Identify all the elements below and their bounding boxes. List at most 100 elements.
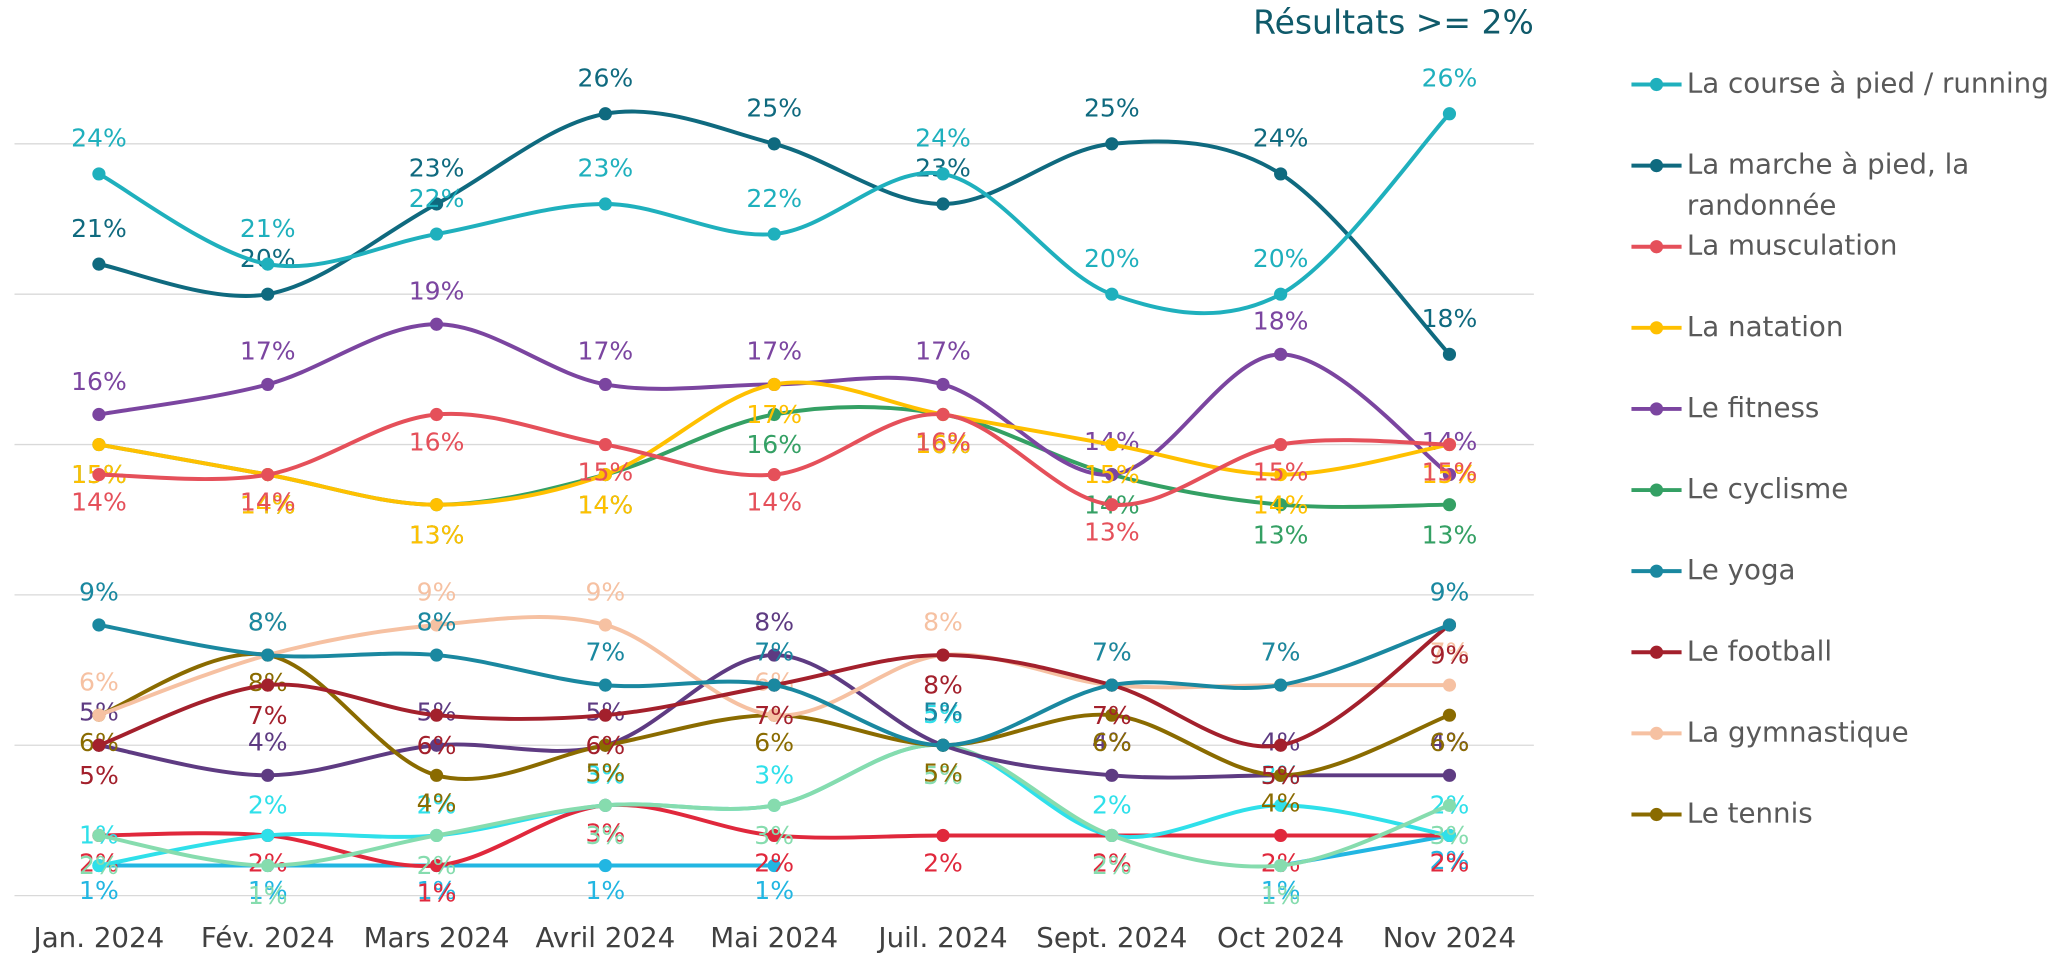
data-label: 2% <box>754 848 794 877</box>
data-label: 21% <box>71 214 127 243</box>
data-label: 17% <box>746 337 802 366</box>
data-label: 2% <box>417 790 457 819</box>
data-label: 2% <box>923 848 963 877</box>
data-point <box>429 618 444 632</box>
data-point <box>261 768 275 782</box>
data-label: 3% <box>1430 821 1470 850</box>
data-point <box>92 167 106 181</box>
data-point <box>261 678 275 692</box>
data-label: 1% <box>1261 876 1301 905</box>
data-label: 2% <box>1092 848 1132 877</box>
legend-dot <box>1649 726 1664 740</box>
data-point <box>1274 347 1288 361</box>
data-point <box>261 828 275 843</box>
data-point <box>1274 798 1288 812</box>
legend-label: La natation <box>1687 310 1844 343</box>
data-label: 1% <box>754 876 794 905</box>
data-label: 24% <box>1253 124 1309 153</box>
legend-label: La marche à pied, la randonnée <box>1687 148 1969 222</box>
data-label: 5% <box>923 758 963 787</box>
data-point <box>767 648 781 662</box>
x-tick-label: Mai 2024 <box>710 921 838 954</box>
legend-label: Le yoga <box>1687 553 1796 586</box>
data-point <box>92 828 106 843</box>
x-tick-label: Juil. 2024 <box>876 921 1007 954</box>
data-label: 8% <box>923 671 963 700</box>
data-label: 5% <box>1261 761 1301 790</box>
data-label: 4% <box>248 728 288 757</box>
data-point <box>429 197 444 211</box>
legend-dot <box>1649 77 1664 92</box>
data-point <box>429 317 444 331</box>
data-label: 1% <box>248 876 288 905</box>
data-label: 13% <box>1422 520 1478 549</box>
legend-label: Le tennis <box>1687 796 1813 829</box>
data-label: 14% <box>240 490 296 519</box>
data-point <box>429 227 444 241</box>
legend-label: La course à pied / running <box>1687 66 2049 99</box>
data-point <box>92 858 106 873</box>
data-label: 14% <box>240 490 296 519</box>
data-label: 13% <box>1253 520 1309 549</box>
data-label: 2% <box>1430 846 1470 875</box>
data-point <box>1274 167 1288 181</box>
data-label: 5% <box>923 698 963 727</box>
data-label: 23% <box>578 154 634 183</box>
data-point <box>1105 498 1119 512</box>
data-label: 13% <box>409 520 465 549</box>
data-label: 1% <box>585 876 625 905</box>
data-label: 6% <box>1092 728 1132 757</box>
data-label: 17% <box>578 337 634 366</box>
data-point <box>936 738 950 752</box>
data-label: 9% <box>79 577 119 606</box>
data-label: 16% <box>915 427 971 456</box>
data-label: 6% <box>754 728 794 757</box>
data-point <box>1105 437 1119 452</box>
data-point <box>1442 708 1457 722</box>
data-point <box>936 828 950 843</box>
data-label: 16% <box>409 427 465 456</box>
data-point <box>598 468 612 482</box>
data-point <box>1442 798 1457 812</box>
data-label: 16% <box>915 430 971 459</box>
data-point <box>92 708 106 722</box>
data-label: 15% <box>1422 458 1478 487</box>
data-point <box>767 407 781 422</box>
series-line <box>97 112 1451 316</box>
data-point <box>936 407 950 422</box>
data-label: 1% <box>417 876 457 905</box>
data-label: 14% <box>1253 490 1309 519</box>
legend: La course à pied / running La marche à pi… <box>1631 66 2049 829</box>
data-label: 9% <box>585 577 625 606</box>
data-label: 13% <box>1084 518 1140 547</box>
data-point <box>767 227 781 241</box>
data-point <box>767 798 781 812</box>
x-tick-label: Avril 2024 <box>535 921 675 954</box>
data-point <box>598 678 612 692</box>
data-point <box>261 468 275 482</box>
data-label: 15% <box>578 458 634 487</box>
data-label: 7% <box>1092 637 1132 666</box>
data-point <box>936 197 950 211</box>
data-label: 7% <box>248 701 288 730</box>
data-point <box>598 377 612 392</box>
legend-dot <box>1649 564 1664 578</box>
data-label: 1% <box>248 881 288 910</box>
data-point <box>261 858 275 873</box>
data-point <box>767 377 781 392</box>
data-label: 9% <box>1430 577 1470 606</box>
data-point <box>767 678 781 692</box>
data-label: 20% <box>1253 244 1309 273</box>
data-point <box>1105 828 1119 843</box>
data-point <box>767 708 781 722</box>
data-point <box>429 738 444 752</box>
data-point <box>92 437 106 452</box>
data-label: 7% <box>754 701 794 730</box>
data-point <box>936 377 950 392</box>
data-point <box>767 468 781 482</box>
data-label: 8% <box>248 607 288 636</box>
data-label: 3% <box>585 821 625 850</box>
data-point <box>1105 768 1119 782</box>
data-point <box>261 257 275 271</box>
